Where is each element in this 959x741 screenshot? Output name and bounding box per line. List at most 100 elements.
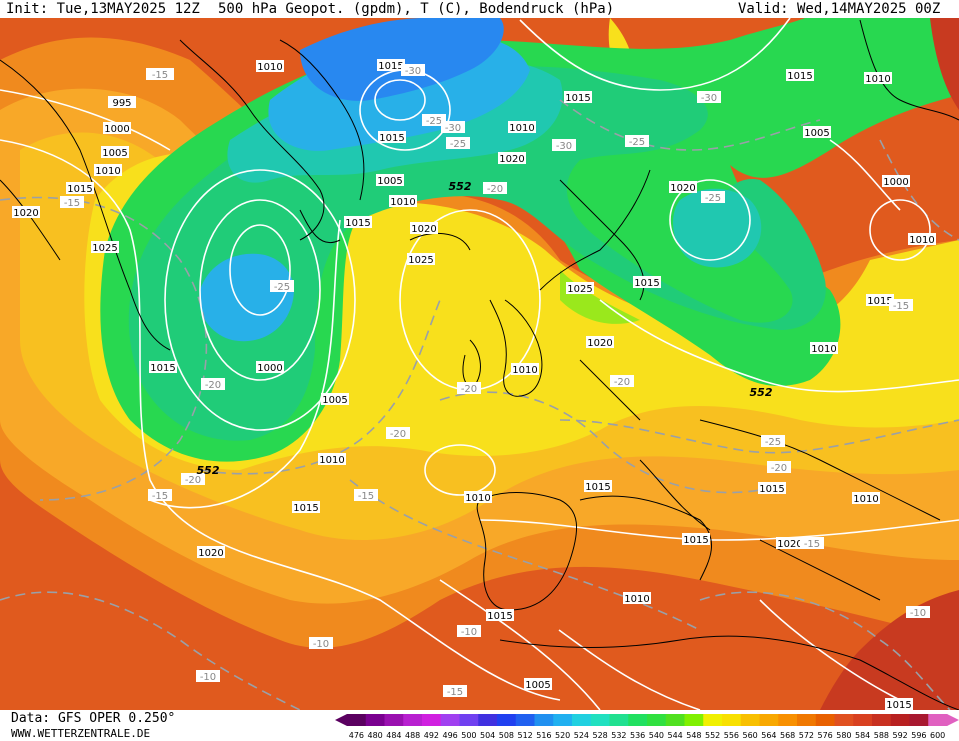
legend-swatch <box>815 714 835 726</box>
isobar-line <box>0 139 561 701</box>
isobar-value: 1020 <box>411 224 436 235</box>
isobar-value: 1000 <box>257 363 282 374</box>
valid-time: Valid: Wed,14MAY2025 00Z <box>738 1 941 17</box>
coastline <box>299 209 341 244</box>
geopotential-value: 552 <box>449 180 472 193</box>
isotherm-label: -15 <box>443 685 467 698</box>
isobar-value: 1005 <box>525 680 550 691</box>
legend-tick-label: 532 <box>611 731 626 740</box>
isobar-label: 1015 <box>292 501 320 514</box>
isobar-value: 1025 <box>92 243 117 254</box>
isobar-line <box>149 219 341 509</box>
isobar-label: 1015 <box>377 59 405 72</box>
isotherm-label: -25 <box>446 137 470 150</box>
isobar-value: 1010 <box>865 74 890 85</box>
isotherm-label: -30 <box>441 121 465 134</box>
isotherm-value: -20 <box>487 184 503 195</box>
isobar-label: 1015 <box>786 69 814 82</box>
legend-swatch <box>684 714 704 726</box>
legend-tick-label: 504 <box>480 731 495 740</box>
isotherm-label: -25 <box>761 435 785 448</box>
isobar-label: 1015 <box>885 698 913 711</box>
coastline <box>639 459 711 531</box>
legend-swatch <box>534 714 554 726</box>
isobar-label: 1010 <box>864 72 892 85</box>
isotherm-label: -20 <box>483 182 507 195</box>
isobar-label: 1005 <box>524 678 552 691</box>
legend-swatch <box>703 714 723 726</box>
isobar-label: 1015 <box>866 294 894 307</box>
legend-tick-label: 596 <box>911 731 926 740</box>
isobar-line <box>359 69 451 151</box>
legend-swatch <box>365 714 385 726</box>
isobar-value: 995 <box>112 98 131 109</box>
isotherm-label: -10 <box>906 606 930 619</box>
isobar-value: 1020 <box>670 183 695 194</box>
legend-swatch <box>347 714 367 726</box>
isotherm-value: -10 <box>461 627 477 638</box>
region-cyan-west <box>199 253 294 342</box>
isobar-label: 1000 <box>256 361 284 374</box>
isobar-label: 1010 <box>810 342 838 355</box>
legend-tick-label: 584 <box>855 731 870 740</box>
isotherm-line <box>0 196 208 501</box>
isobar-label: 1010 <box>623 592 651 605</box>
isobar-label: 1000 <box>882 175 910 188</box>
isobar-value: 1015 <box>378 61 403 72</box>
isotherm-value: -25 <box>765 437 781 448</box>
isobar-value: 1010 <box>257 62 282 73</box>
isobar-label: 1010 <box>464 491 492 504</box>
isotherm-label: -20 <box>610 375 634 388</box>
geopotential-label: 552 <box>197 464 220 477</box>
legend-swatch <box>553 714 573 726</box>
legend-swatch <box>628 714 648 726</box>
isobar-value: 1015 <box>345 218 370 229</box>
legend-swatch <box>590 714 610 726</box>
isotherm-label: -20 <box>767 461 791 474</box>
region-yellow-green <box>560 270 640 324</box>
legend-tick-label: 552 <box>705 731 720 740</box>
isobar-value: 1005 <box>377 176 402 187</box>
isotherm-label: -20 <box>386 427 410 440</box>
coastline <box>579 359 641 421</box>
coastline <box>279 39 365 201</box>
legend-tick-label: 588 <box>874 731 889 740</box>
isotherm-value: -10 <box>200 672 216 683</box>
legend-tick-label: 560 <box>742 731 757 740</box>
legend-swatch <box>740 714 760 726</box>
legend-tick-label: 540 <box>649 731 664 740</box>
isotherm-value: -25 <box>274 282 290 293</box>
isobar-value: 1010 <box>512 365 537 376</box>
legend-tick-label: 572 <box>799 731 814 740</box>
legend-tick-label: 512 <box>517 731 532 740</box>
legend-tick-label: 600 <box>930 731 945 740</box>
isobar-label: 1000 <box>103 122 131 135</box>
legend-swatch <box>572 714 592 726</box>
legend-tick-label: 568 <box>780 731 795 740</box>
legend-swatch <box>515 714 535 726</box>
isotherm-line <box>439 391 761 494</box>
isobar-line <box>0 89 171 151</box>
legend-tick-label: 592 <box>892 731 907 740</box>
legend-swatch <box>665 714 685 726</box>
legend-swatch <box>853 714 873 726</box>
isobar-value: 1020 <box>587 338 612 349</box>
isotherm-value: -25 <box>629 137 645 148</box>
isotherm-label: -20 <box>457 382 481 395</box>
isotherm-label: -15 <box>148 489 172 502</box>
coastline <box>476 492 578 611</box>
legend-swatch <box>647 714 667 726</box>
isotherm-value: -20 <box>390 429 406 440</box>
isobar-label: 1010 <box>318 453 346 466</box>
isobar-value: 1015 <box>379 133 404 144</box>
legend-swatch <box>890 714 910 726</box>
isobar-label: 1015 <box>564 91 592 104</box>
legend-tick-label: 576 <box>817 731 832 740</box>
isotherm-line <box>199 299 441 475</box>
geopotential-label: 552 <box>449 180 472 193</box>
isobar-value: 1010 <box>509 123 534 134</box>
geopotential-label: 552 <box>750 386 773 399</box>
legend-swatch <box>478 714 498 726</box>
coastline <box>179 39 325 241</box>
isotherm-label: -15 <box>889 299 913 312</box>
